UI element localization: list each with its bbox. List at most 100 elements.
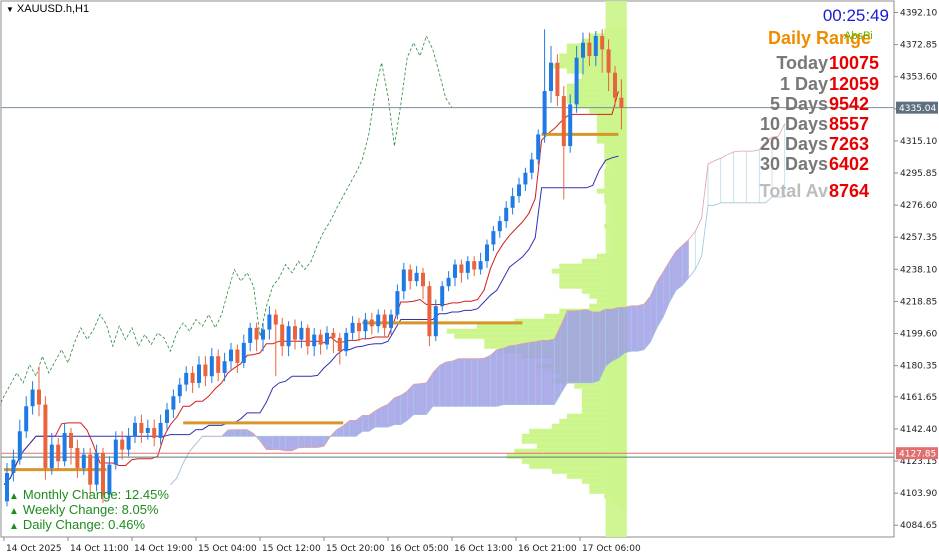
range-row-1-day: 1 Day12059 bbox=[779, 74, 880, 94]
range-row-today: Today10075 bbox=[776, 53, 880, 73]
y-tick-label: 4257.35 bbox=[900, 233, 937, 243]
cloud-segment bbox=[599, 309, 606, 381]
candle-body bbox=[94, 452, 99, 485]
candle-body bbox=[606, 49, 611, 73]
cloud-segment bbox=[554, 325, 561, 405]
candle-body bbox=[11, 459, 16, 473]
symbol-label[interactable]: ▼ XAUUSD.h,H1 bbox=[6, 3, 90, 15]
volume-profile-bar bbox=[529, 428, 627, 434]
price-tag-label: 4335.04 bbox=[899, 104, 936, 114]
cloud-segment bbox=[285, 436, 292, 451]
triangle-up-icon: ▲ bbox=[9, 521, 19, 532]
tenkan-line bbox=[3, 90, 619, 485]
candle-body bbox=[389, 314, 393, 328]
cloud-segment bbox=[247, 429, 254, 437]
cloud-segment bbox=[362, 415, 369, 432]
cloud-segment bbox=[317, 436, 324, 448]
level-tag-label: 4127.85 bbox=[899, 450, 936, 460]
candle-body bbox=[280, 324, 285, 347]
candle-body bbox=[75, 447, 80, 468]
cloud-segment bbox=[349, 420, 356, 437]
senkou-span-b bbox=[170, 196, 785, 485]
cloud-segment bbox=[644, 296, 651, 350]
volume-profile-bar bbox=[559, 278, 627, 284]
volume-profile-bar bbox=[551, 468, 627, 474]
candle-body bbox=[222, 361, 227, 373]
cloud-segment bbox=[394, 395, 401, 425]
cloud-segment bbox=[618, 307, 625, 358]
candle-body bbox=[17, 431, 22, 460]
volume-profile-bar bbox=[611, 233, 627, 239]
candle-body bbox=[88, 454, 93, 485]
candle-body bbox=[49, 444, 54, 468]
candle-body bbox=[459, 264, 464, 273]
candle-body bbox=[414, 272, 419, 282]
x-tick-label: 15 Oct 04:00 bbox=[198, 544, 257, 554]
cloud-segment bbox=[432, 365, 440, 407]
candle-body bbox=[312, 334, 317, 347]
cloud-segment bbox=[490, 349, 497, 407]
candle-body bbox=[62, 432, 67, 462]
x-tick-label: 15 Oct 12:00 bbox=[262, 544, 321, 554]
level-tag bbox=[896, 447, 938, 460]
cloud-segment bbox=[592, 312, 600, 383]
volume-profile-bar bbox=[581, 408, 627, 414]
volume-profile-bar bbox=[581, 38, 627, 44]
candle-body bbox=[536, 134, 541, 160]
candle-body bbox=[171, 396, 176, 410]
volume-profile-bar bbox=[566, 413, 627, 419]
candle-body bbox=[357, 322, 361, 332]
volume-profile-bar bbox=[566, 473, 627, 479]
x-tick-label: 16 Oct 13:00 bbox=[454, 544, 513, 554]
volume-profile-bar bbox=[604, 143, 627, 149]
cloud-segment bbox=[400, 391, 408, 425]
cloud-segment bbox=[471, 358, 478, 407]
cloud-segment bbox=[304, 436, 312, 448]
candle-body bbox=[299, 327, 304, 340]
volume-profile-bar bbox=[566, 83, 627, 89]
cloud-segment bbox=[631, 305, 638, 352]
y-tick-label: 4180.35 bbox=[900, 362, 937, 372]
cloud-segment bbox=[343, 420, 350, 437]
candle-body bbox=[69, 432, 73, 448]
price-axis: 4392.104372.854353.604334.354315.104295.… bbox=[894, 9, 938, 531]
y-tick-label: 4142.40 bbox=[900, 425, 937, 435]
cloud-segment bbox=[676, 245, 683, 291]
x-tick-label: 14 Oct 11:00 bbox=[70, 544, 129, 554]
candle-body bbox=[369, 319, 374, 327]
volume-profile-bar bbox=[581, 288, 627, 294]
cloud-segment bbox=[567, 310, 574, 383]
candle-body bbox=[203, 364, 208, 377]
cloud-segment bbox=[368, 410, 376, 432]
cloud-segment bbox=[356, 415, 363, 437]
cloud-segment bbox=[541, 340, 548, 405]
cloud-segment bbox=[605, 309, 612, 367]
candle-body bbox=[568, 104, 573, 147]
triangle-up-icon: ▲ bbox=[9, 506, 19, 517]
cloud-segment bbox=[228, 429, 235, 437]
candle-body bbox=[81, 454, 86, 468]
volume-profile-bar bbox=[446, 328, 627, 334]
candle-body bbox=[5, 472, 9, 502]
candle-body bbox=[318, 334, 323, 345]
candle-body bbox=[101, 452, 105, 495]
candle-body bbox=[497, 221, 502, 232]
volume-profile-bar bbox=[536, 443, 627, 449]
candle-body bbox=[254, 327, 259, 340]
cloud-segment bbox=[573, 310, 580, 383]
cloud-segment bbox=[516, 343, 523, 405]
cloud-segment bbox=[477, 358, 484, 407]
volume-profile-bar bbox=[589, 488, 627, 494]
candle-body bbox=[350, 322, 355, 333]
volume-profile-bar bbox=[521, 438, 627, 444]
volume-profile-bar bbox=[574, 103, 627, 109]
cloud-segment bbox=[624, 305, 632, 353]
triangle-down-icon[interactable]: ▼ bbox=[6, 5, 14, 14]
volume-profile-bar bbox=[589, 483, 627, 489]
candle-body bbox=[56, 444, 61, 462]
cloud-segment bbox=[445, 361, 452, 407]
cloud-segment bbox=[580, 309, 587, 383]
y-tick-label: 4123.15 bbox=[900, 457, 937, 467]
volume-profile-bar bbox=[559, 263, 627, 269]
